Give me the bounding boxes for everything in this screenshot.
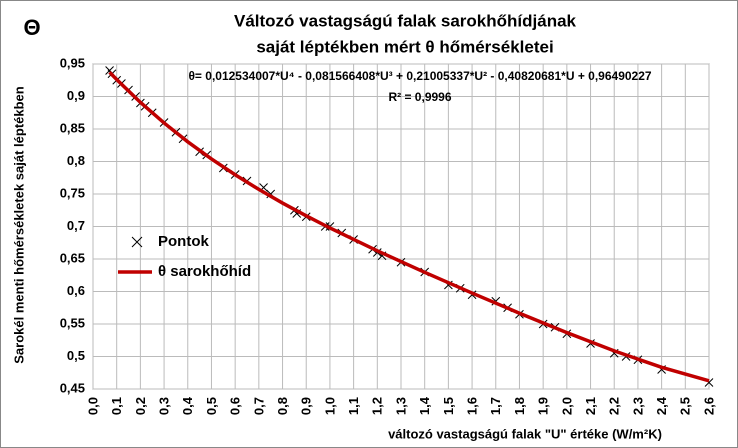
y-tick-label: 0,95 — [60, 55, 85, 70]
y-axis-label: Sarokél menti hőmérsékletek saját lépték… — [11, 86, 26, 364]
symbol: Θ — [23, 15, 40, 40]
x-tick-label: 0,4 — [180, 396, 195, 415]
y-tick-label: 0,45 — [60, 380, 85, 395]
x-tick-label: 0,5 — [204, 397, 219, 415]
y-tick-label: 0,5 — [67, 348, 85, 363]
y-tick-label: 0,55 — [60, 315, 85, 330]
y-tick-label: 0,75 — [60, 185, 85, 200]
x-tick-label: 2,1 — [583, 397, 598, 415]
y-tick-label: 0,6 — [67, 283, 85, 298]
x-tick-label: 2,2 — [607, 397, 622, 415]
x-tick-label: 2,6 — [701, 397, 716, 415]
x-tick-label: 2,4 — [654, 396, 669, 415]
x-tick-label: 2,5 — [678, 397, 693, 415]
legend-marker — [131, 236, 143, 248]
x-tick-label: 1,8 — [512, 397, 527, 415]
legend-label: Pontok — [158, 233, 209, 250]
y-tick-label: 0,65 — [60, 250, 85, 265]
x-tick-label: 1,3 — [393, 397, 408, 415]
x-tick-label: 0,2 — [133, 397, 148, 415]
x-tick-label: 0,3 — [157, 397, 172, 415]
x-tick-label: 1,0 — [322, 397, 337, 415]
x-tick-label: 0,9 — [299, 397, 314, 415]
chart-title: Változó vastagságú falak sarokhőhídjának — [234, 11, 577, 30]
x-tick-label: 1,2 — [370, 397, 385, 415]
x-tick-label: 2,3 — [630, 397, 645, 415]
x-axis-label: változó vastagságú falak "U" értéke (W/m… — [388, 426, 662, 441]
x-tick-label: 1,4 — [417, 396, 432, 415]
chart-subtitle: saját léptékben mért θ hőmérsékletei — [256, 37, 553, 56]
x-tick-label: 1,5 — [441, 397, 456, 415]
trend-line — [108, 71, 710, 383]
x-tick-label: 0,0 — [85, 397, 100, 415]
x-tick-label: 0,8 — [275, 397, 290, 415]
x-tick-label: 0,7 — [251, 397, 266, 415]
x-tick-label: 2,0 — [559, 397, 574, 415]
x-tick-label: 1,7 — [488, 397, 503, 415]
x-tick-label: 1,9 — [536, 397, 551, 415]
y-tick-label: 0,7 — [67, 218, 85, 233]
x-tick-label: 1,1 — [346, 397, 361, 415]
x-tick-label: 0,1 — [109, 397, 124, 415]
y-tick-label: 0,8 — [67, 153, 85, 168]
legend-label: θ sarokhőhíd — [158, 263, 251, 280]
r-squared: R² = 0,9996 — [388, 90, 451, 104]
y-tick-label: 0,9 — [67, 88, 85, 103]
x-tick-label: 0,6 — [228, 397, 243, 415]
equation: θ= 0,012534007*U⁴ - 0,081566408*U³ + 0,2… — [188, 69, 651, 83]
x-tick-label: 1,6 — [465, 397, 480, 415]
y-tick-label: 0,85 — [60, 120, 85, 135]
